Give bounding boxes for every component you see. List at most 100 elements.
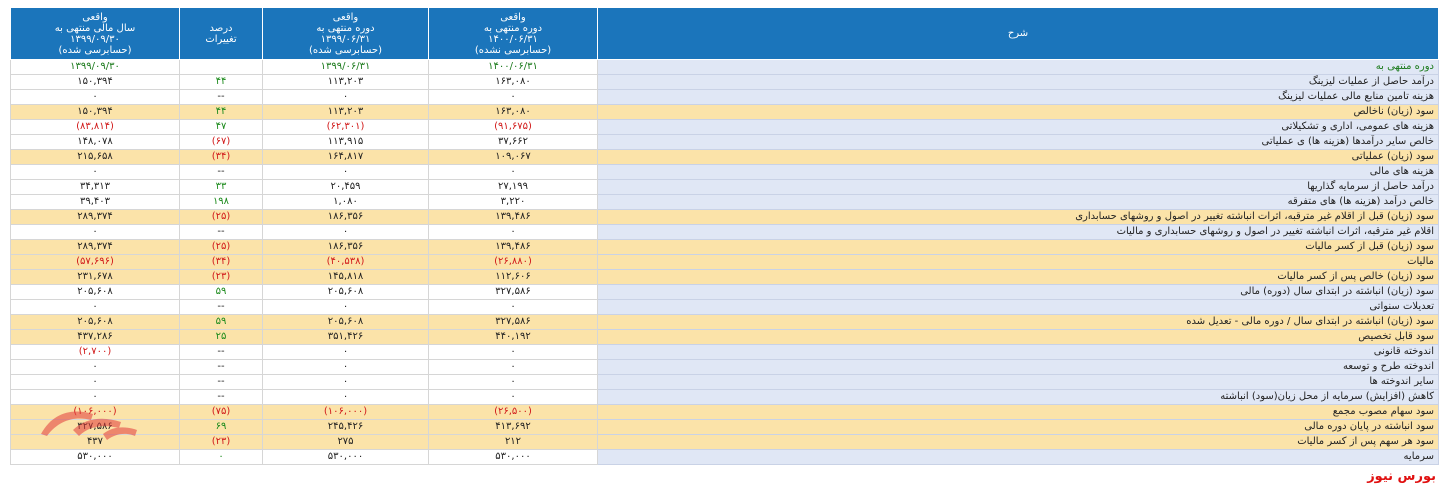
current-period-cell: ۳۲۷,۵۸۶ xyxy=(428,284,598,300)
current-period-cell: ۰ xyxy=(428,389,598,405)
table-row: ۱۳۹۹/۰۹/۳۰ ۱۳۹۹/۰۶/۳۱ ۱۴۰۰/۰۶/۳۱ دوره منتهی… xyxy=(10,59,1439,75)
change-cell: (۳۴) xyxy=(179,254,263,270)
table-row: ۰ -- ۰ ۰ کاهش (افزایش) سرمایه از محل زیان(سو… xyxy=(10,389,1439,405)
description-cell: هزینه تامین منابع مالی عملیات لیزینگ xyxy=(597,89,1439,105)
yearly-cell: ۰ xyxy=(10,374,180,390)
prev-period-cell: (۶۲,۳۰۱) xyxy=(262,119,429,135)
prev-period-cell: ۲۰۵,۶۰۸ xyxy=(262,314,429,330)
table-row: ۲۰۵,۶۰۸ ۵۹ ۲۰۵,۶۰۸ ۳۲۷,۵۸۶ سود (زیان) انباشت… xyxy=(10,284,1439,300)
description-cell: سود هر سهم پس از کسر مالیات xyxy=(597,434,1439,450)
change-cell: (۶۷) xyxy=(179,134,263,150)
table-row: (۱۰۶,۰۰۰) (۷۵) (۱۰۶,۰۰۰) (۲۶,۵۰۰) سود سهام م… xyxy=(10,404,1439,420)
current-period-cell: ۰ xyxy=(428,299,598,315)
table-row: ۲۳۱,۶۷۸ (۲۳) ۱۴۵,۸۱۸ ۱۱۲,۶۰۶ سود (زیان) خالص… xyxy=(10,269,1439,285)
yearly-cell: ۴۳۷ xyxy=(10,434,180,450)
yearly-cell: ۰ xyxy=(10,224,180,240)
yearly-cell: ۰ xyxy=(10,164,180,180)
table-body: ۱۳۹۹/۰۹/۳۰ ۱۳۹۹/۰۶/۳۱ ۱۴۰۰/۰۶/۳۱ دوره منتهی… xyxy=(10,59,1439,465)
current-period-cell: ۰ xyxy=(428,89,598,105)
description-cell: سود انباشته در پایان دوره مالی xyxy=(597,419,1439,435)
yearly-cell: ۴۳۷,۲۸۶ xyxy=(10,329,180,345)
current-period-cell: (۹۱,۶۷۵) xyxy=(428,119,598,135)
header-change: درصد تغییرات xyxy=(179,7,263,60)
prev-period-cell: ۰ xyxy=(262,224,429,240)
change-cell: ۳۳ xyxy=(179,179,263,195)
income-statement-table: واقعی سال مالی منتهی به ۱۳۹۹/۰۹/۳۰ (حساب… xyxy=(10,7,1439,465)
description-cell: خالص سایر درآمدها (هزینه ها) ی عملیاتی xyxy=(597,134,1439,150)
description-cell: اقلام غیر مترقبه، اثرات انباشته تغییر در… xyxy=(597,224,1439,240)
yearly-cell: ۰ xyxy=(10,359,180,375)
description-cell: سود (زیان) قبل از کسر مالیات xyxy=(597,239,1439,255)
yearly-cell: ۰ xyxy=(10,389,180,405)
current-period-cell: ۰ xyxy=(428,344,598,360)
description-cell: مالیات xyxy=(597,254,1439,270)
current-period-cell: ۰ xyxy=(428,224,598,240)
change-cell: (۲۵) xyxy=(179,239,263,255)
prev-period-cell: ۰ xyxy=(262,374,429,390)
yearly-cell: ۱۳۹۹/۰۹/۳۰ xyxy=(10,59,180,75)
yearly-cell: ۳۲۷,۵۸۶ xyxy=(10,419,180,435)
yearly-cell: ۱۴۸,۰۷۸ xyxy=(10,134,180,150)
yearly-cell: (۸۳,۸۱۴) xyxy=(10,119,180,135)
current-period-cell: ۳,۲۲۰ xyxy=(428,194,598,210)
change-cell: (۲۵) xyxy=(179,209,263,225)
change-cell: -- xyxy=(179,359,263,375)
prev-period-cell: ۱۴۵,۸۱۸ xyxy=(262,269,429,285)
description-cell: تعدیلات سنواتی xyxy=(597,299,1439,315)
change-cell xyxy=(179,59,263,75)
description-cell: سایر اندوخته ها xyxy=(597,374,1439,390)
yearly-cell: (۵۷,۶۹۶) xyxy=(10,254,180,270)
current-period-cell: (۲۶,۵۰۰) xyxy=(428,404,598,420)
table-row: ۰ -- ۰ ۰ تعدیلات سنواتی xyxy=(10,299,1439,315)
header-yearly: واقعی سال مالی منتهی به ۱۳۹۹/۰۹/۳۰ (حساب… xyxy=(10,7,180,60)
change-cell: ۵۹ xyxy=(179,284,263,300)
change-cell: (۲۳) xyxy=(179,269,263,285)
description-cell: هزینه های عمومی، اداری و تشکیلاتی xyxy=(597,119,1439,135)
description-cell: سود (زیان) قبل از اقلام غیر مترقبه، اثرا… xyxy=(597,209,1439,225)
description-cell: اندوخته قانونی xyxy=(597,344,1439,360)
table-row: ۰ -- ۰ ۰ هزینه های مالی xyxy=(10,164,1439,180)
header-description: شرح xyxy=(597,7,1439,60)
prev-period-cell: ۱۶۴,۸۱۷ xyxy=(262,149,429,165)
change-cell: ۴۴ xyxy=(179,74,263,90)
table-row: ۰ -- ۰ ۰ اندوخته طرح و توسعه xyxy=(10,359,1439,375)
description-cell: کاهش (افزایش) سرمایه از محل زیان(سود) ان… xyxy=(597,389,1439,405)
change-cell: ۵۹ xyxy=(179,314,263,330)
current-period-cell: ۰ xyxy=(428,164,598,180)
prev-period-cell: ۰ xyxy=(262,359,429,375)
current-period-cell: ۲۷,۱۹۹ xyxy=(428,179,598,195)
current-period-cell: ۱۰۹,۰۶۷ xyxy=(428,149,598,165)
table-row: ۱۵۰,۳۹۴ ۴۴ ۱۱۳,۲۰۳ ۱۶۳,۰۸۰ درآمد حاصل از عمل… xyxy=(10,74,1439,90)
prev-period-cell: ۱۱۳,۲۰۳ xyxy=(262,74,429,90)
yearly-cell: ۰ xyxy=(10,299,180,315)
table-row: ۰ -- ۰ ۰ اقلام غیر مترقبه، اثرات انباشته تغی… xyxy=(10,224,1439,240)
prev-period-cell: ۰ xyxy=(262,164,429,180)
header-prev-period: واقعی دوره منتهی به ۱۳۹۹/۰۶/۳۱ (حسابرسی … xyxy=(262,7,429,60)
current-period-cell: ۲۱۲ xyxy=(428,434,598,450)
table-row: ۰ -- ۰ ۰ سایر اندوخته ها xyxy=(10,374,1439,390)
description-cell: سود سهام مصوب مجمع xyxy=(597,404,1439,420)
header-current-period: واقعی دوره منتهی به ۱۴۰۰/۰۶/۳۱ (حسابرسی … xyxy=(428,7,598,60)
description-cell: سود (زیان) ناخالص xyxy=(597,104,1439,120)
table-row: (۸۳,۸۱۴) ۴۷ (۶۲,۳۰۱) (۹۱,۶۷۵) هزینه های عموم… xyxy=(10,119,1439,135)
prev-period-cell: ۰ xyxy=(262,89,429,105)
table-row: (۵۷,۶۹۶) (۳۴) (۴۰,۵۳۸) (۲۶,۸۸۰) مالیات xyxy=(10,254,1439,270)
current-period-cell: ۳۷,۶۶۲ xyxy=(428,134,598,150)
table-row: ۳۹,۴۰۳ ۱۹۸ ۱,۰۸۰ ۳,۲۲۰ خالص درآمد (هزینه ها)… xyxy=(10,194,1439,210)
change-cell: -- xyxy=(179,344,263,360)
current-period-cell: (۲۶,۸۸۰) xyxy=(428,254,598,270)
table-row: ۴۳۷ (۲۳) ۲۷۵ ۲۱۲ سود هر سهم پس از کسر مالیات xyxy=(10,434,1439,450)
yearly-cell: (۲,۷۰۰) xyxy=(10,344,180,360)
change-cell: -- xyxy=(179,164,263,180)
prev-period-cell: (۱۰۶,۰۰۰) xyxy=(262,404,429,420)
change-cell: -- xyxy=(179,89,263,105)
prev-period-cell: ۱۸۶,۳۵۶ xyxy=(262,239,429,255)
description-cell: سود (زیان) عملیاتی xyxy=(597,149,1439,165)
current-period-cell: ۵۳۰,۰۰۰ xyxy=(428,449,598,465)
change-cell: -- xyxy=(179,389,263,405)
description-cell: درآمد حاصل از عملیات لیزینگ xyxy=(597,74,1439,90)
description-cell: اندوخته طرح و توسعه xyxy=(597,359,1439,375)
description-cell: دوره منتهی به xyxy=(597,59,1439,75)
current-period-cell: ۱۶۳,۰۸۰ xyxy=(428,74,598,90)
prev-period-cell: ۲۴۵,۴۲۶ xyxy=(262,419,429,435)
